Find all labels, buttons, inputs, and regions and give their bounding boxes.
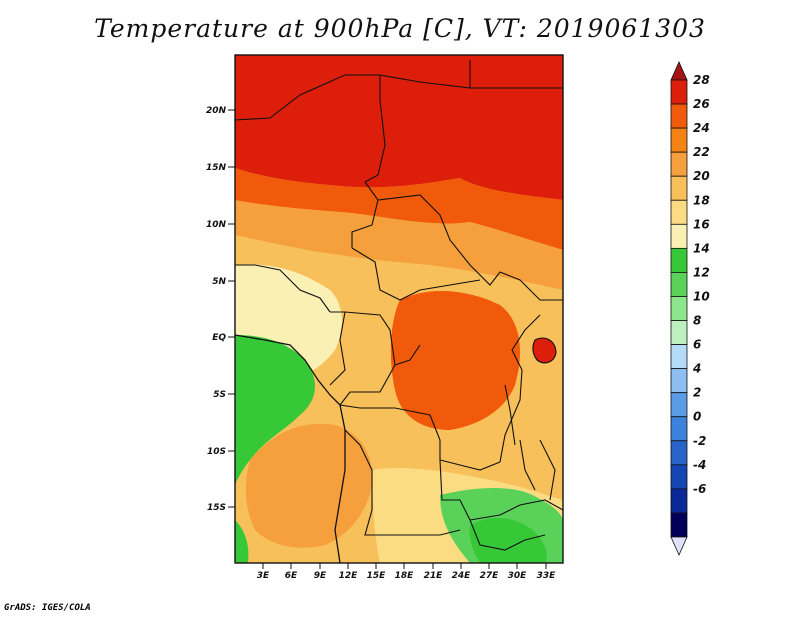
colorbar-label: 20 bbox=[693, 169, 710, 183]
lat-tick-5n: 5N bbox=[212, 277, 235, 287]
svg-text:21E: 21E bbox=[424, 571, 444, 581]
colorbar-swatch bbox=[670, 175, 688, 201]
grads-credit: GrADS: IGES/COLA bbox=[4, 603, 91, 613]
svg-text:10N: 10N bbox=[206, 220, 227, 230]
region-atlantic-green bbox=[235, 335, 316, 485]
region-24-26-band bbox=[235, 168, 563, 250]
colorbar-bottom-triangle bbox=[670, 536, 688, 556]
colorbar-swatch bbox=[670, 392, 688, 418]
colorbar-label: 0 bbox=[693, 410, 701, 424]
svg-text:24E: 24E bbox=[452, 571, 472, 581]
country-borders bbox=[235, 60, 563, 563]
colorbar-label: 26 bbox=[693, 97, 710, 111]
lon-tick-27e: 27E bbox=[480, 563, 500, 581]
colorbar-label: 8 bbox=[693, 314, 701, 328]
colorbar-label: 28 bbox=[693, 73, 710, 87]
lat-tick-10s: 10S bbox=[207, 447, 235, 457]
svg-text:20N: 20N bbox=[206, 106, 227, 116]
lon-tick-30e: 30E bbox=[508, 563, 528, 581]
colorbar-swatch bbox=[670, 488, 688, 514]
chart-title: Temperature at 900hPa [C], VT: 201906130… bbox=[94, 14, 706, 43]
colorbar-swatch bbox=[670, 320, 688, 345]
lake-victoria bbox=[532, 338, 556, 363]
svg-text:15S: 15S bbox=[207, 503, 226, 513]
temperature-field bbox=[235, 55, 563, 563]
colorbar-label: 22 bbox=[693, 145, 710, 159]
colorbar-swatch bbox=[670, 344, 688, 370]
colorbar-swatch bbox=[670, 512, 688, 538]
colorbar bbox=[670, 61, 688, 556]
svg-text:15N: 15N bbox=[206, 163, 227, 173]
svg-text:12E: 12E bbox=[339, 571, 359, 581]
region-central-warm bbox=[390, 290, 520, 430]
svg-text:33E: 33E bbox=[537, 571, 557, 581]
colorbar-label: 24 bbox=[693, 121, 710, 135]
colorbar-swatch bbox=[670, 272, 688, 297]
region-sw-green bbox=[235, 520, 249, 563]
lat-tick-15n: 15N bbox=[206, 163, 235, 173]
colorbar-label: -4 bbox=[693, 458, 706, 472]
colorbar-swatch bbox=[670, 440, 688, 466]
svg-text:18E: 18E bbox=[395, 571, 415, 581]
lon-tick-24e: 24E bbox=[452, 563, 472, 581]
map-frame bbox=[234, 54, 564, 564]
colorbar-swatch bbox=[670, 151, 688, 177]
svg-text:30E: 30E bbox=[508, 571, 528, 581]
colorbar-label: -6 bbox=[693, 482, 706, 496]
lat-tick-5s: 5S bbox=[213, 390, 235, 400]
colorbar-swatch bbox=[670, 223, 688, 249]
region-southeast-green-2 bbox=[469, 517, 547, 563]
region-angola bbox=[245, 423, 373, 548]
lat-tick-20n: 20N bbox=[206, 106, 235, 116]
svg-text:10S: 10S bbox=[207, 447, 226, 457]
colorbar-swatch bbox=[670, 79, 688, 105]
lon-tick-15e: 15E bbox=[367, 563, 387, 581]
lon-tick-21e: 21E bbox=[424, 563, 444, 581]
lon-tick-33e: 33E bbox=[537, 563, 557, 581]
colorbar-label: 14 bbox=[693, 241, 710, 255]
colorbar-label: 12 bbox=[693, 265, 710, 279]
colorbar-swatch bbox=[670, 416, 688, 442]
svg-text:9E: 9E bbox=[314, 571, 327, 581]
colorbar-label: 10 bbox=[693, 289, 710, 303]
colorbar-label: 18 bbox=[693, 193, 710, 207]
svg-text:3E: 3E bbox=[257, 571, 270, 581]
lat-tick-eq: EQ bbox=[212, 333, 235, 343]
lon-tick-3e: 3E bbox=[257, 563, 270, 581]
colorbar-label: 4 bbox=[692, 362, 701, 376]
colorbar-label: 2 bbox=[693, 386, 701, 400]
region-gt26-north bbox=[235, 55, 563, 200]
svg-text:5N: 5N bbox=[212, 277, 226, 287]
colorbar-label: 6 bbox=[693, 338, 701, 352]
svg-text:EQ: EQ bbox=[212, 333, 226, 343]
colorbar-swatch bbox=[670, 247, 688, 273]
svg-text:5S: 5S bbox=[213, 390, 226, 400]
colorbar-swatch bbox=[670, 296, 688, 321]
colorbar-label: -2 bbox=[693, 434, 706, 448]
svg-text:15E: 15E bbox=[367, 571, 387, 581]
svg-text:27E: 27E bbox=[480, 571, 500, 581]
colorbar-swatch bbox=[670, 464, 688, 490]
colorbar-top-triangle bbox=[670, 61, 688, 81]
lon-tick-18e: 18E bbox=[395, 563, 415, 581]
lat-tick-10n: 10N bbox=[206, 220, 235, 230]
lon-axis: 3E 6E 9E 12E 15E 18E 21E 24E 27E 30E 33E bbox=[257, 563, 556, 581]
colorbar-swatch bbox=[670, 127, 688, 153]
colorbar-swatch bbox=[670, 368, 688, 394]
colorbar-swatch bbox=[670, 103, 688, 129]
lat-axis: 20N 15N 10N 5N EQ 5S 10S 15S bbox=[206, 106, 235, 513]
colorbar-swatch bbox=[670, 199, 688, 225]
region-22-24-band bbox=[235, 200, 563, 290]
lon-tick-6e: 6E bbox=[285, 563, 298, 581]
lon-tick-12e: 12E bbox=[339, 563, 359, 581]
svg-text:6E: 6E bbox=[285, 571, 298, 581]
lat-tick-15s: 15S bbox=[207, 503, 235, 513]
colorbar-label: 16 bbox=[693, 217, 710, 231]
lon-tick-9e: 9E bbox=[314, 563, 327, 581]
